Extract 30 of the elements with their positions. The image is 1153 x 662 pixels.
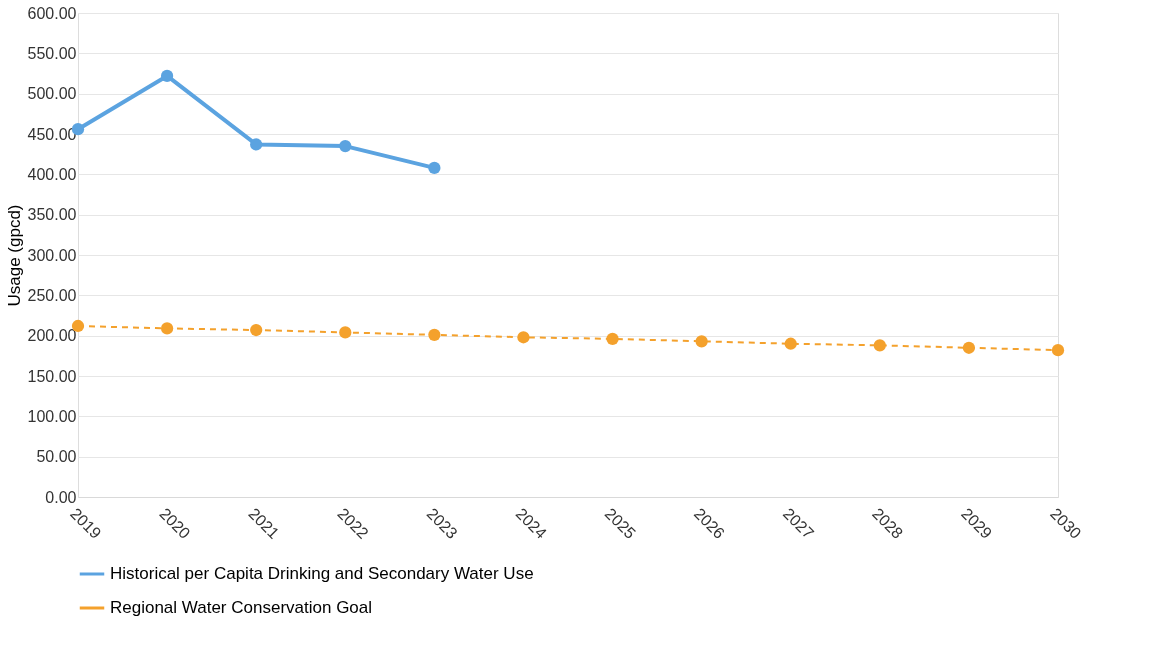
point [428, 328, 441, 341]
y-tick-label: 600.00 [27, 4, 77, 22]
y-tick-label: 200.00 [27, 327, 77, 345]
point [517, 331, 530, 344]
point [606, 332, 619, 346]
point [695, 335, 708, 348]
point [250, 323, 263, 337]
y-tick-label: 500.00 [27, 85, 77, 103]
point [250, 138, 263, 151]
point [428, 161, 441, 174]
point [339, 139, 352, 153]
y-tick-label: 100.00 [27, 407, 77, 425]
y-tick-label: 250.00 [27, 286, 77, 304]
y-tick-label: 0.00 [45, 488, 77, 506]
y-tick-label: 400.00 [27, 165, 77, 183]
point [339, 326, 352, 339]
legend-label: Historical per Capita Drinking and Secondary Water Use [110, 564, 534, 583]
legend-label: Regional Water Conservation Goal [110, 598, 373, 617]
point [160, 322, 174, 335]
y-tick-label: 50.00 [36, 448, 77, 466]
point [1051, 344, 1065, 357]
y-tick-label: 150.00 [27, 367, 77, 385]
point [160, 69, 174, 83]
point [873, 339, 886, 352]
y-tick-label: 550.00 [27, 44, 77, 62]
y-axis-title: Usage (gpcd) [4, 204, 24, 307]
point [962, 341, 976, 354]
y-tick-label: 300.00 [27, 246, 77, 264]
point [784, 337, 797, 350]
y-tick-label: 350.00 [27, 206, 77, 224]
